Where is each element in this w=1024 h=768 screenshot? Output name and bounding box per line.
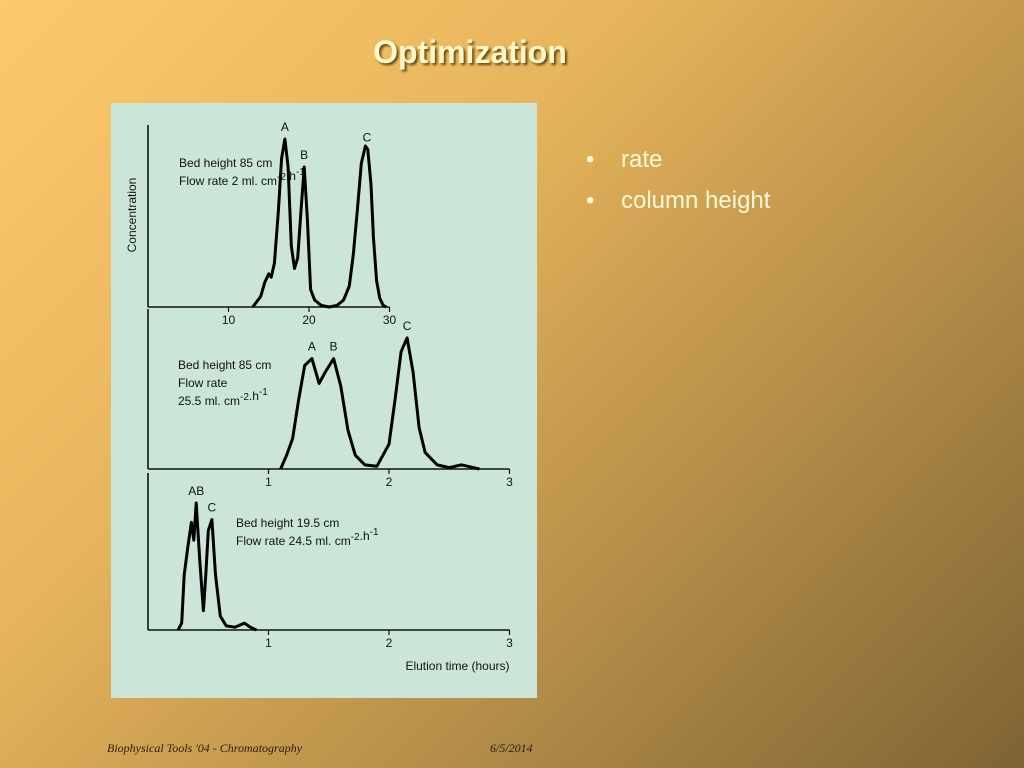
x-axis-label: Elution time (hours) [405,659,509,673]
elution-curve [176,501,258,632]
peak-label: C [208,501,217,515]
panel-annotation: Flow rate 24.5 ml. cm-2.h-1 [236,527,379,548]
panel-annotation: Flow rate [178,376,228,390]
bullet-dot-icon: • [586,187,595,214]
elution-curve [279,336,480,471]
bullet-list: • rate • column height [586,144,770,226]
bullet-item: • column height [586,185,770,226]
x-tick-label: 30 [383,313,397,327]
x-tick-label: 2 [386,636,393,650]
peak-label: A [281,120,289,134]
bullet-dot-icon: • [586,146,595,173]
x-tick-label: 10 [222,313,236,327]
peak-label: B [300,148,308,162]
peak-label: C [403,319,412,333]
peak-label: B [330,340,338,354]
footer-course: Biophysical Tools '04 - Chromatography [107,741,303,755]
x-tick-label: 3 [506,475,513,489]
panel-annotation: Bed height 85 cm [178,358,271,372]
peak-label: A [308,340,316,354]
x-tick-label: 20 [302,313,316,327]
bullet-text: column height [621,187,771,214]
peak-label: C [363,131,372,145]
chromatogram-figure: 10 20 30 A B C Bed height 85 cm Flow rate 2 ml.… [111,103,537,698]
footer-date: 6/5/2014 [490,741,533,755]
slide-title: Optimization [373,34,567,70]
bullet-item: • rate [586,144,770,185]
peak-label: AB [188,484,204,498]
x-tick-label: 2 [386,475,393,489]
x-tick-label: 3 [506,636,513,650]
y-axis-label: Concentration [125,178,139,253]
elution-curve [251,137,388,309]
panel-annotation: Bed height 85 cm [179,156,272,170]
x-tick-label: 1 [265,475,272,489]
x-tick-label: 1 [265,636,272,650]
panel-annotation: Bed height 19.5 cm [236,516,339,530]
panel-annotation: Flow rate 2 ml. cm-2.h-1 [179,167,305,188]
bullet-text: rate [621,146,663,173]
panel-annotation: 25.5 ml. cm-2.h-1 [178,387,268,408]
